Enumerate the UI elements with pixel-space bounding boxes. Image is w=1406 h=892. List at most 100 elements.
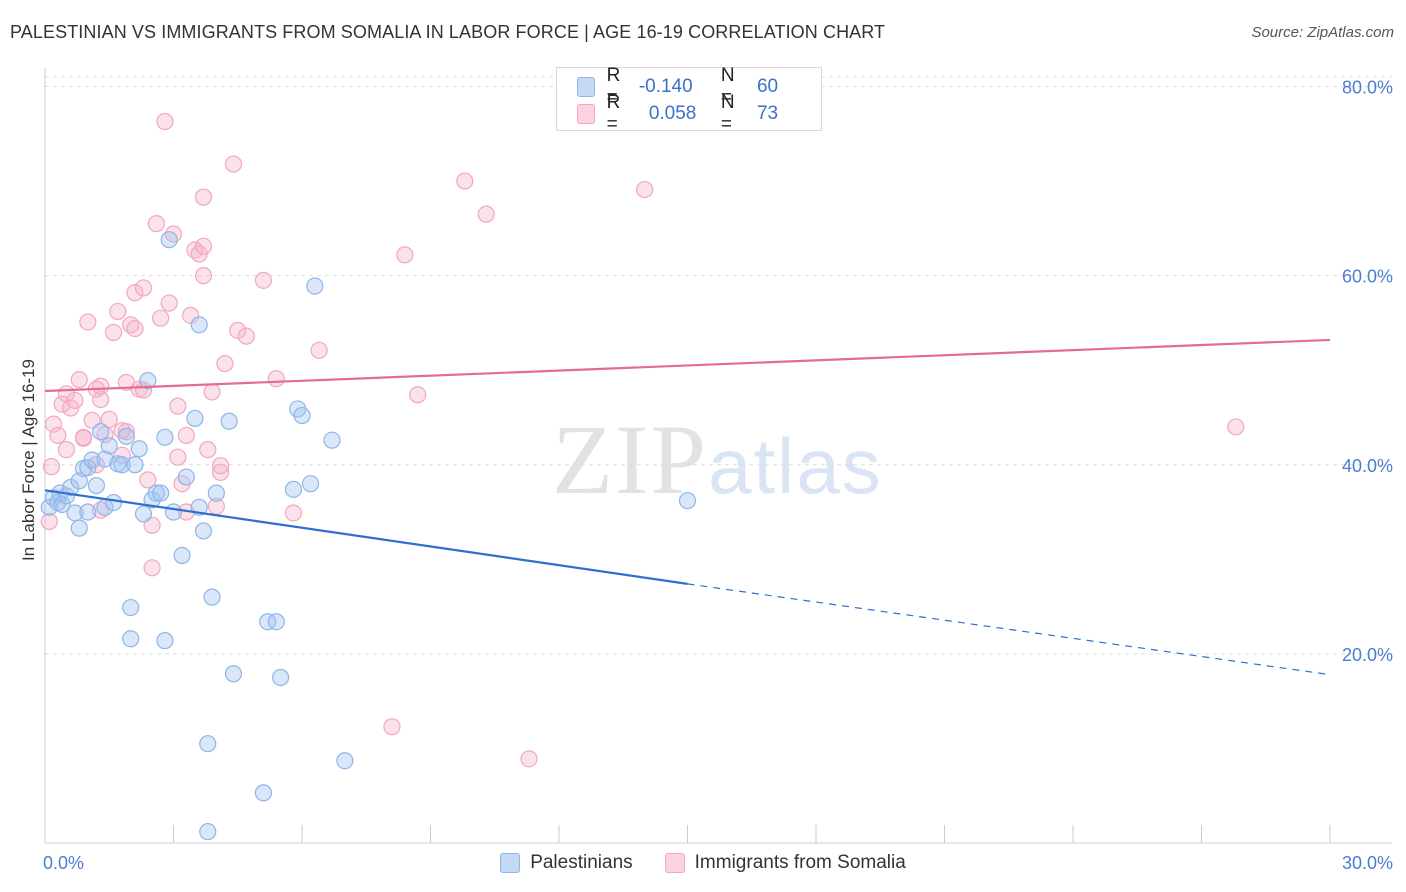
point-palestinians xyxy=(173,546,191,565)
point-somalia xyxy=(520,750,538,768)
legend-r-label: R = xyxy=(606,92,621,135)
point-palestinians xyxy=(83,451,101,469)
legend-n-label: N = xyxy=(720,92,735,135)
point-somalia xyxy=(100,410,118,428)
point-palestinians xyxy=(224,665,243,683)
point-palestinians xyxy=(87,476,106,495)
point-somalia xyxy=(92,390,110,409)
point-palestinians xyxy=(301,475,320,493)
point-palestinians xyxy=(113,456,131,474)
point-somalia xyxy=(139,471,157,489)
point-palestinians xyxy=(100,437,118,455)
point-palestinians xyxy=(164,503,183,521)
point-somalia xyxy=(237,327,255,345)
legend-label-somalia: Immigrants from Somalia xyxy=(694,852,906,873)
point-somalia xyxy=(224,155,243,173)
point-palestinians xyxy=(96,450,114,468)
point-somalia xyxy=(83,411,101,429)
y-tick-label: 60.0% xyxy=(1342,267,1393,287)
point-somalia xyxy=(267,370,285,388)
point-palestinians xyxy=(134,505,153,523)
x-tick-label: 0.0% xyxy=(43,853,84,873)
point-palestinians xyxy=(284,480,303,498)
point-palestinians xyxy=(323,431,341,449)
point-palestinians xyxy=(271,668,290,687)
point-somalia xyxy=(216,354,234,373)
point-somalia xyxy=(456,172,474,190)
y-tick-label: 40.0% xyxy=(1342,456,1393,476)
point-palestinians xyxy=(117,427,135,445)
chart-title: PALESTINIAN VS IMMIGRANTS FROM SOMALIA I… xyxy=(10,22,886,42)
point-somalia xyxy=(143,516,161,534)
point-palestinians xyxy=(199,735,217,753)
point-somalia xyxy=(182,306,200,324)
series-somalia-points xyxy=(40,112,1245,768)
point-somalia xyxy=(229,321,247,340)
point-somalia xyxy=(383,718,401,736)
point-somalia xyxy=(126,284,144,302)
legend-row-palestinians: R = -0.140 N = 60 xyxy=(557,65,821,108)
point-somalia xyxy=(49,426,67,445)
point-palestinians xyxy=(199,823,217,841)
point-somalia xyxy=(57,441,76,459)
legend-label-palestinians: Palestinians xyxy=(530,852,633,873)
point-somalia xyxy=(194,188,213,206)
point-somalia xyxy=(194,267,213,285)
point-somalia xyxy=(160,294,178,312)
point-somalia xyxy=(169,397,187,415)
point-palestinians xyxy=(70,519,88,537)
point-palestinians xyxy=(186,409,204,428)
point-somalia xyxy=(152,309,170,327)
point-palestinians xyxy=(122,598,140,617)
point-palestinians xyxy=(126,456,144,474)
point-palestinians xyxy=(336,752,354,770)
point-somalia xyxy=(203,383,221,401)
point-somalia xyxy=(70,371,88,389)
point-palestinians xyxy=(139,371,157,390)
point-somalia xyxy=(104,323,123,341)
point-palestinians xyxy=(62,478,80,497)
legend-n-value: 73 xyxy=(756,103,779,124)
point-somalia xyxy=(44,415,63,433)
point-somalia xyxy=(409,386,427,404)
point-palestinians xyxy=(160,231,178,249)
legend-swatch-pink xyxy=(577,104,595,124)
point-somalia xyxy=(109,302,127,321)
legend-r-label: R = xyxy=(606,65,621,108)
series-legend: Palestinians Immigrants from Somalia xyxy=(0,852,1406,874)
point-somalia xyxy=(177,426,195,445)
legend-swatch-pink xyxy=(664,853,685,873)
point-palestinians xyxy=(177,468,195,486)
point-somalia xyxy=(143,559,161,577)
point-somalia xyxy=(79,313,97,331)
legend-item-somalia: Immigrants from Somalia xyxy=(664,852,906,874)
trend-line-somalia xyxy=(44,338,1331,393)
point-palestinians xyxy=(293,406,311,425)
trend-line-palestinians xyxy=(44,489,688,585)
legend-swatch-blue xyxy=(500,853,521,873)
point-palestinians xyxy=(267,613,285,631)
y-tick-label: 80.0% xyxy=(1342,78,1393,98)
point-somalia xyxy=(1227,418,1245,436)
point-palestinians xyxy=(104,493,123,512)
point-palestinians xyxy=(203,588,221,606)
source-label: Source: ZipAtlas.com xyxy=(1251,24,1394,41)
point-somalia xyxy=(396,246,414,264)
legend-n-label: N = xyxy=(720,65,735,108)
axes xyxy=(44,68,1392,844)
point-somalia xyxy=(169,448,187,466)
point-palestinians xyxy=(194,522,213,540)
point-palestinians xyxy=(220,412,238,430)
point-somalia xyxy=(147,215,165,233)
point-somalia xyxy=(156,112,174,131)
point-palestinians xyxy=(156,428,174,446)
legend-swatch-blue xyxy=(577,77,595,97)
legend-r-value: -0.140 xyxy=(638,76,693,97)
legend-row-somalia: R = 0.058 N = 73 xyxy=(557,92,821,135)
point-somalia xyxy=(53,395,71,413)
tick-labels: 20.0% 40.0% 60.0% 80.0% 0.0% 30.0% xyxy=(43,78,1393,874)
point-palestinians xyxy=(156,632,174,650)
grid-lines xyxy=(45,76,1392,655)
point-palestinians xyxy=(122,630,140,648)
legend-n-value: 60 xyxy=(756,76,779,97)
